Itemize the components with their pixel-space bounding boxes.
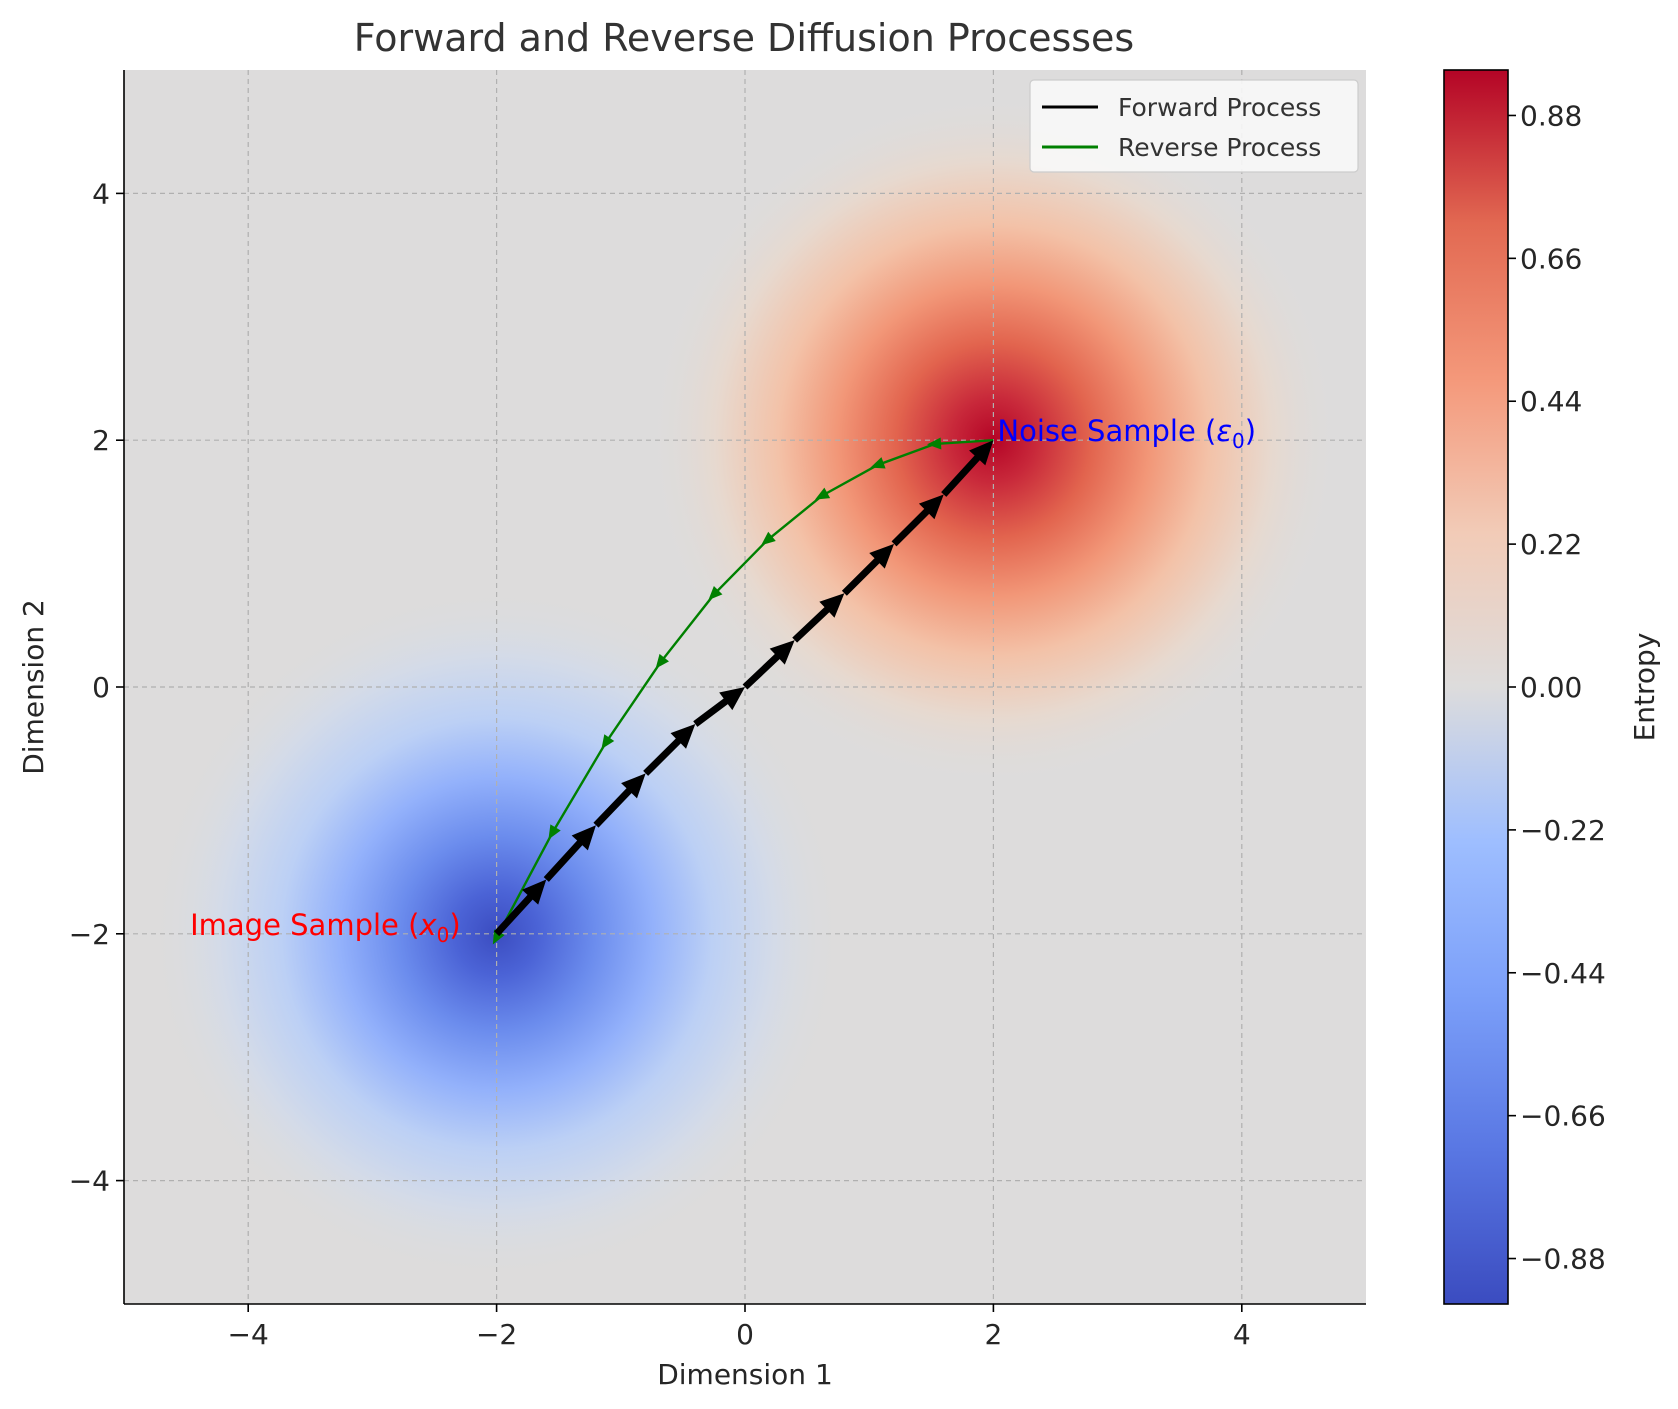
colorbar-gradient: [1443, 69, 1509, 1305]
y-tick-label: 4: [92, 177, 110, 210]
forward-process-series: [494, 440, 994, 937]
grid-lines: [124, 70, 1366, 1304]
reverse-process-marker: [815, 487, 831, 500]
x-tick-label: 2: [984, 1318, 1002, 1351]
x-tick-label: −4: [228, 1318, 269, 1351]
x-tick-label: 4: [1233, 1318, 1251, 1351]
y-ticks: −4 −2 0 2 4: [69, 177, 124, 1198]
plot-area: [124, 70, 1366, 1304]
noise-sample-label: Noise Sample (ε0): [997, 414, 1256, 453]
forward-process-arrow: [494, 879, 547, 937]
y-tick-label: 2: [92, 424, 110, 457]
legend-label-reverse: Reverse Process: [1118, 133, 1321, 162]
colorbar-tick-label: −0.66: [1520, 1100, 1606, 1133]
chart-title: Forward and Reverse Diffusion Processes: [354, 16, 1134, 60]
reverse-process-marker: [548, 824, 561, 840]
y-tick-label: 0: [92, 671, 110, 704]
forward-process-arrow: [841, 543, 895, 596]
colorbar-ticks: 0.88 0.66 0.44 0.22 0.00 −0.22 −0.44 −0.66 −0.88: [1508, 99, 1606, 1276]
colorbar-label: Entropy: [1628, 633, 1661, 742]
forward-process-arrow: [693, 687, 746, 727]
colorbar-tick-label: 0.22: [1520, 528, 1582, 561]
x-ticks: −4 −2 0 2 4: [228, 1304, 1251, 1351]
colorbar-tick-label: −0.44: [1520, 957, 1606, 990]
x-axis-label: Dimension 1: [657, 1358, 833, 1391]
forward-process-arrow: [941, 440, 994, 497]
reverse-process-marker: [708, 585, 723, 601]
colorbar-tick-label: −0.22: [1520, 814, 1606, 847]
annotations: Noise Sample (ε0) Image Sample (x0): [190, 414, 1256, 947]
forward-process-arrow: [593, 773, 646, 828]
y-axis-label: Dimension 2: [17, 599, 50, 775]
forward-process-arrow: [742, 640, 795, 690]
reverse-process-marker: [492, 929, 505, 945]
forward-process-arrow: [643, 724, 696, 776]
y-tick-label: −2: [69, 918, 110, 951]
x-tick-label: 0: [736, 1318, 754, 1351]
forward-process-arrow: [543, 825, 596, 882]
reverse-process-marker: [870, 457, 886, 469]
colorbar-tick-label: 0.88: [1520, 99, 1582, 132]
legend-box: [1029, 79, 1359, 173]
forward-process-arrow: [891, 494, 944, 547]
reverse-process-series: [492, 437, 994, 945]
x-tick-label: −2: [476, 1318, 517, 1351]
reverse-process-marker: [761, 531, 776, 546]
image-sample-label: Image Sample (x0): [190, 908, 461, 947]
colorbar-tick-label: 0.44: [1520, 385, 1582, 418]
colorbar-tick-label: 0.66: [1520, 242, 1582, 275]
colorbar-tick-label: 0.00: [1520, 671, 1582, 704]
colorbar-tick-label: −0.88: [1520, 1243, 1606, 1276]
legend-label-forward: Forward Process: [1118, 93, 1321, 122]
reverse-process-marker: [927, 437, 942, 450]
reverse-process-line: [495, 439, 994, 939]
forward-process-arrow: [792, 593, 845, 643]
colorbar: 0.88 0.66 0.44 0.22 0.00 −0.22 −0.44 −0.66 −0.88…: [1443, 69, 1661, 1305]
y-tick-label: −4: [69, 1165, 110, 1198]
reverse-process-marker: [655, 653, 669, 669]
reverse-process-marker: [601, 734, 615, 750]
legend: Forward Process Reverse Process: [1029, 79, 1359, 173]
